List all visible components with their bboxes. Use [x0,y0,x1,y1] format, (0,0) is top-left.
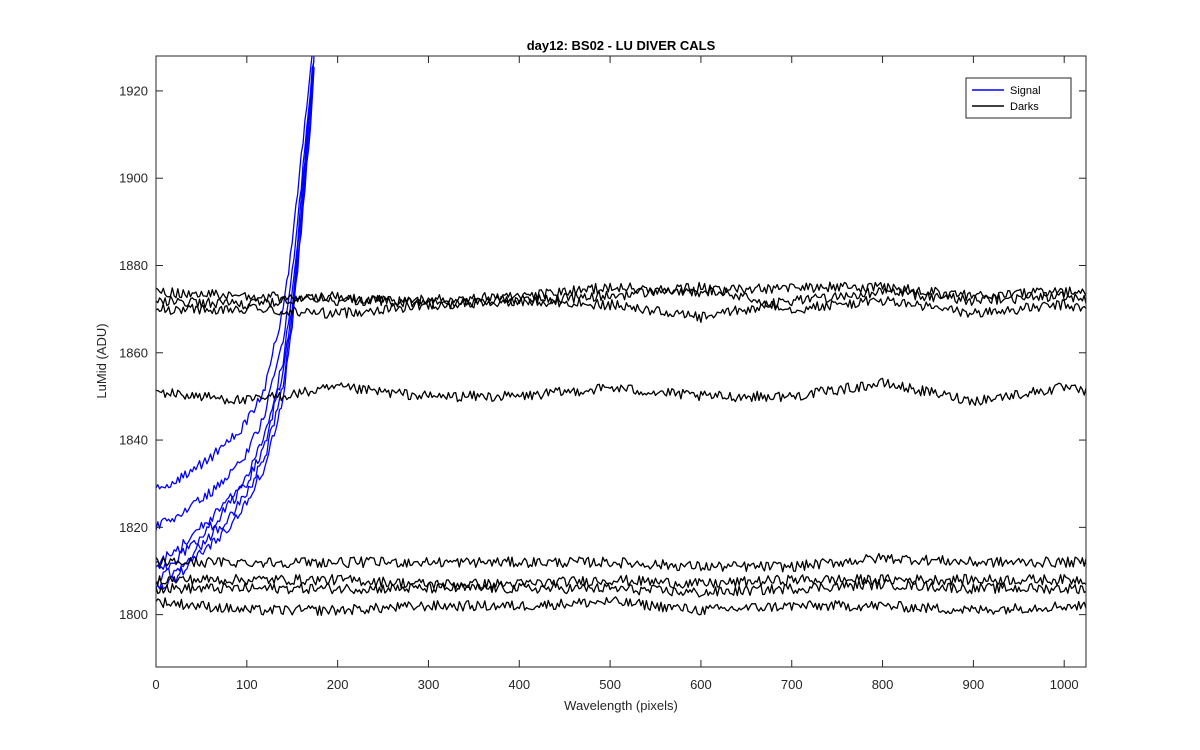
series-line-darks-9 [156,377,1086,406]
x-tick-label-700: 700 [781,677,803,692]
x-tick-label-800: 800 [872,677,894,692]
series-line-signal-0 [156,56,313,490]
y-tick-label-1880: 1880 [119,258,148,273]
y-tick-label-1820: 1820 [119,520,148,535]
y-tick-label-1800: 1800 [119,607,148,622]
chart-title: day12: BS02 - LU DIVER CALS [527,38,716,53]
x-tick-label-500: 500 [599,677,621,692]
legend-label-darks: Darks [1010,101,1039,113]
y-tick-label-1900: 1900 [119,171,148,186]
series-line-darks-10 [156,552,1086,573]
series-line-signal-1 [156,60,315,531]
y-tick-label-1860: 1860 [119,345,148,360]
x-tick-label-300: 300 [418,677,440,692]
y-axis: 1800 1820 1840 1860 1880 1900 1920 [119,83,1086,622]
x-tick-label-1000: 1000 [1050,677,1079,692]
series-line-darks-11 [156,573,1086,590]
series-line-darks-6 [156,281,1086,307]
series-layer [156,56,1086,616]
x-tick-label-200: 200 [327,677,349,692]
plot-frame [155,55,1087,668]
series-line-darks-8 [156,281,1086,319]
legend: Signal Darks [965,77,1072,119]
y-tick-label-1920: 1920 [119,83,148,98]
legend-label-signal: Signal [1010,85,1041,97]
y-axis-label: LuMid (ADU) [94,323,109,398]
x-tick-label-400: 400 [508,677,530,692]
series-line-darks-12 [156,578,1086,598]
x-tick-label-900: 900 [963,677,985,692]
x-axis-label: Wavelength (pixels) [564,698,678,713]
series-line-darks-7 [156,287,1086,324]
x-tick-label-100: 100 [236,677,258,692]
series-line-signal-4 [156,66,315,583]
series-line-signal-3 [156,67,315,571]
legend-box [965,77,1072,119]
series-line-darks-13 [156,596,1086,616]
series-line-signal-2 [156,56,315,565]
x-axis: 0 100 200 300 400 500 600 700 800 900 1000 [152,56,1079,692]
series-line-signal-5 [156,68,315,590]
x-tick-label-0: 0 [152,677,159,692]
x-tick-label-600: 600 [690,677,712,692]
y-tick-label-1840: 1840 [119,433,148,448]
